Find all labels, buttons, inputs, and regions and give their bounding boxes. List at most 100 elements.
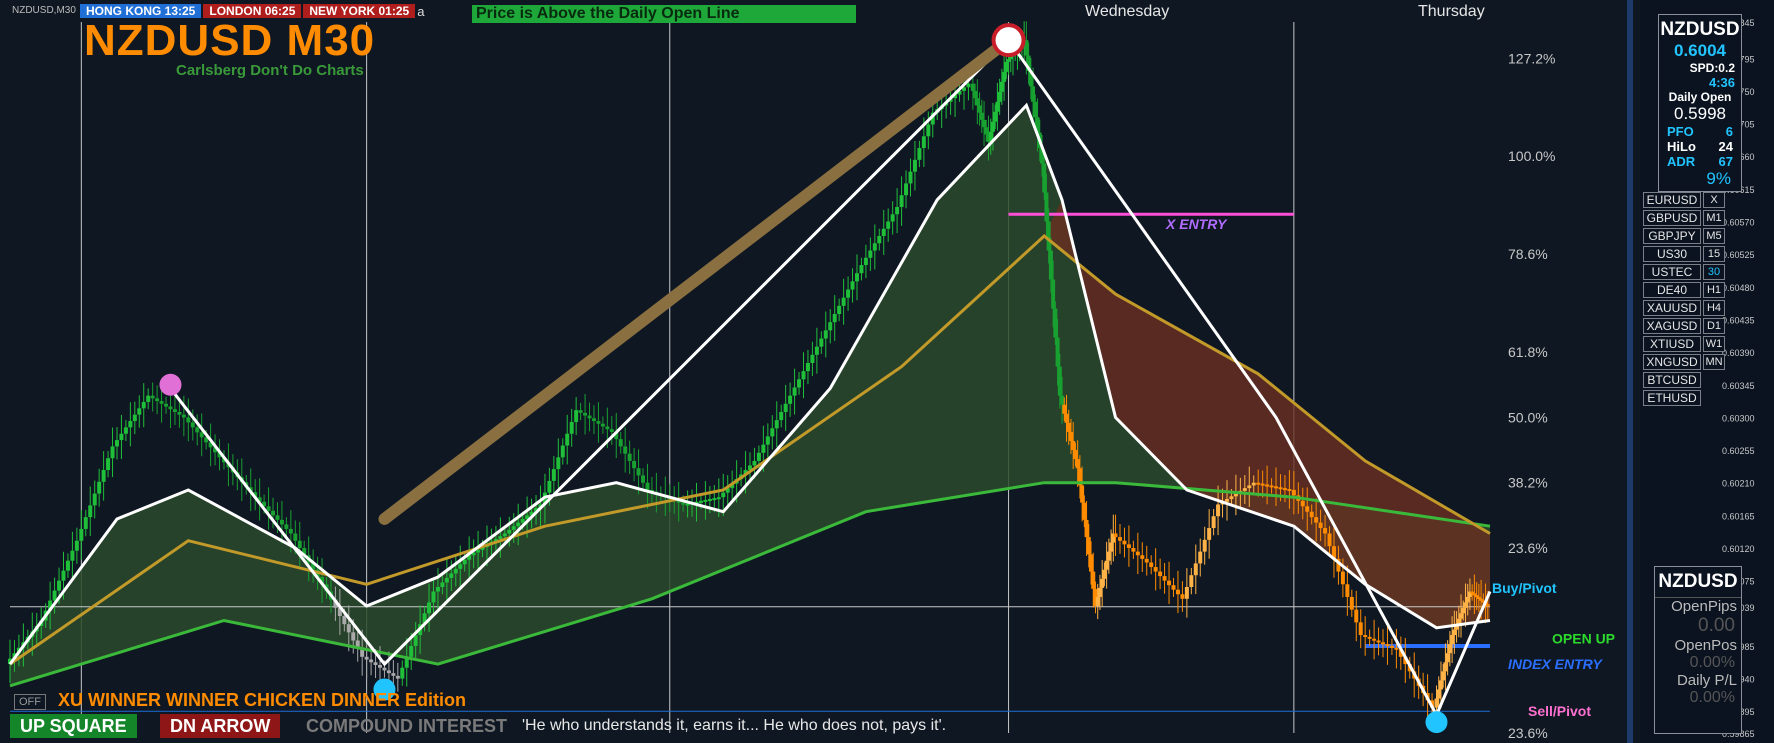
- candle-body: [1323, 528, 1328, 534]
- symbol-eurusd[interactable]: EURUSD: [1643, 192, 1701, 208]
- symbol-switcher: EURUSD X GBPUSD M1 GBPJPY M5 US30 15 USTEC 30…: [1643, 192, 1725, 408]
- candle-body: [605, 426, 610, 430]
- tf-15[interactable]: 15: [1703, 246, 1725, 262]
- candle-body: [730, 483, 735, 489]
- tf-m5[interactable]: M5: [1703, 228, 1725, 244]
- tf-h4[interactable]: H4: [1703, 300, 1725, 316]
- symbol-tab[interactable]: NZDUSD,M30: [12, 5, 76, 16]
- candle-body: [400, 667, 405, 679]
- symbol-ethusd[interactable]: ETHUSD: [1643, 390, 1701, 406]
- swing-high-marker: [159, 373, 182, 396]
- tf-close[interactable]: X: [1703, 192, 1725, 208]
- toggle-off-button[interactable]: OFF: [14, 694, 46, 710]
- symbol-xagusd[interactable]: XAGUSD: [1643, 318, 1701, 334]
- candle-body: [1447, 644, 1452, 654]
- symbol-btcusd[interactable]: BTCUSD: [1643, 372, 1701, 388]
- candle-body: [431, 591, 436, 603]
- symbol-xauusd[interactable]: XAUUSD: [1643, 300, 1701, 316]
- chart-title: NZDUSD M30: [84, 16, 376, 65]
- candle-body: [1441, 671, 1446, 681]
- candle-body: [1106, 551, 1111, 561]
- candle-body: [471, 552, 476, 556]
- candle-body: [1053, 308, 1058, 338]
- candle-body: [1260, 483, 1265, 486]
- candle-body: [846, 289, 851, 298]
- info-hilo: 24: [1718, 139, 1733, 154]
- info-timer: 4:36: [1708, 75, 1735, 90]
- candle-body: [1198, 551, 1203, 564]
- candle-body: [1454, 624, 1459, 630]
- candle-body: [302, 547, 307, 556]
- up-square-button[interactable]: UP SQUARE: [10, 714, 137, 738]
- candle-body: [645, 482, 650, 490]
- candle-body: [186, 417, 191, 423]
- candle-body: [378, 664, 382, 668]
- candle-body: [1086, 537, 1091, 555]
- candle-body: [1354, 609, 1359, 623]
- candle-body: [1282, 488, 1287, 491]
- tf-m1[interactable]: M1: [1703, 210, 1725, 226]
- candle-body: [1445, 653, 1450, 663]
- compound-interest-button[interactable]: COMPOUND INTEREST: [306, 716, 508, 736]
- candle-body: [440, 582, 445, 587]
- candle-body: [1381, 642, 1386, 645]
- candle-body: [587, 415, 592, 419]
- candle-body: [1367, 636, 1372, 639]
- candle-body: [502, 533, 507, 537]
- candle-body: [493, 538, 498, 542]
- tf-30[interactable]: 30: [1703, 264, 1725, 280]
- candle-body: [837, 305, 842, 315]
- candle-body: [1024, 40, 1029, 56]
- candle-body: [1363, 635, 1368, 638]
- candle-body: [1175, 589, 1180, 595]
- symbol-ustec[interactable]: USTEC: [1643, 264, 1701, 280]
- fib-level-label: 23.6%: [1508, 725, 1548, 741]
- symbol-xngusd[interactable]: XNGUSD: [1643, 354, 1701, 370]
- candle-body: [1443, 662, 1448, 672]
- candle-body: [975, 98, 980, 106]
- symbol-xtiusd[interactable]: XTIUSD: [1643, 336, 1701, 352]
- candle-body: [1349, 596, 1354, 610]
- candle-body: [1068, 431, 1073, 441]
- truncated-text: a: [417, 4, 425, 19]
- candle-body: [912, 159, 917, 172]
- candle-body: [467, 555, 472, 560]
- candle-body: [1135, 551, 1140, 556]
- trend-channel-line: [378, 34, 1015, 525]
- candle-body: [982, 119, 987, 128]
- candle-body: [48, 600, 53, 611]
- candle-body: [395, 675, 400, 679]
- candle-body: [1394, 647, 1399, 650]
- tf-h1[interactable]: H1: [1703, 282, 1725, 298]
- candle-body: [1089, 554, 1094, 572]
- symbol-de40[interactable]: DE40: [1643, 282, 1701, 298]
- info-spread: SPD:0.2: [1689, 61, 1735, 75]
- candle-body: [1318, 522, 1323, 529]
- tf-mn[interactable]: MN: [1703, 354, 1725, 370]
- symbol-gbpusd[interactable]: GBPUSD: [1643, 210, 1701, 226]
- tf-w1[interactable]: W1: [1703, 336, 1725, 352]
- candle-body: [957, 90, 962, 95]
- dn-arrow-button[interactable]: DN ARROW: [160, 714, 281, 738]
- candle-body: [788, 395, 793, 404]
- candle-body: [721, 492, 726, 498]
- candle-body: [1472, 593, 1477, 596]
- candle-body: [1436, 689, 1441, 699]
- tf-d1[interactable]: D1: [1703, 318, 1725, 334]
- candle-body: [707, 499, 712, 502]
- fib-level-label: 127.2%: [1508, 50, 1555, 66]
- candle-body: [676, 500, 681, 503]
- candle-body: [805, 362, 810, 372]
- candle-body: [217, 452, 222, 458]
- symbol-us30[interactable]: US30: [1643, 246, 1701, 262]
- candle-body: [1256, 482, 1261, 485]
- candle-body: [614, 431, 619, 440]
- candle-body: [404, 656, 409, 668]
- symbol-gbpjpy[interactable]: GBPJPY: [1643, 228, 1701, 244]
- candle-body: [1336, 558, 1341, 572]
- candle-body: [297, 540, 302, 548]
- candle-body: [1461, 607, 1466, 614]
- candle-body: [814, 346, 819, 355]
- candle-body: [253, 492, 258, 498]
